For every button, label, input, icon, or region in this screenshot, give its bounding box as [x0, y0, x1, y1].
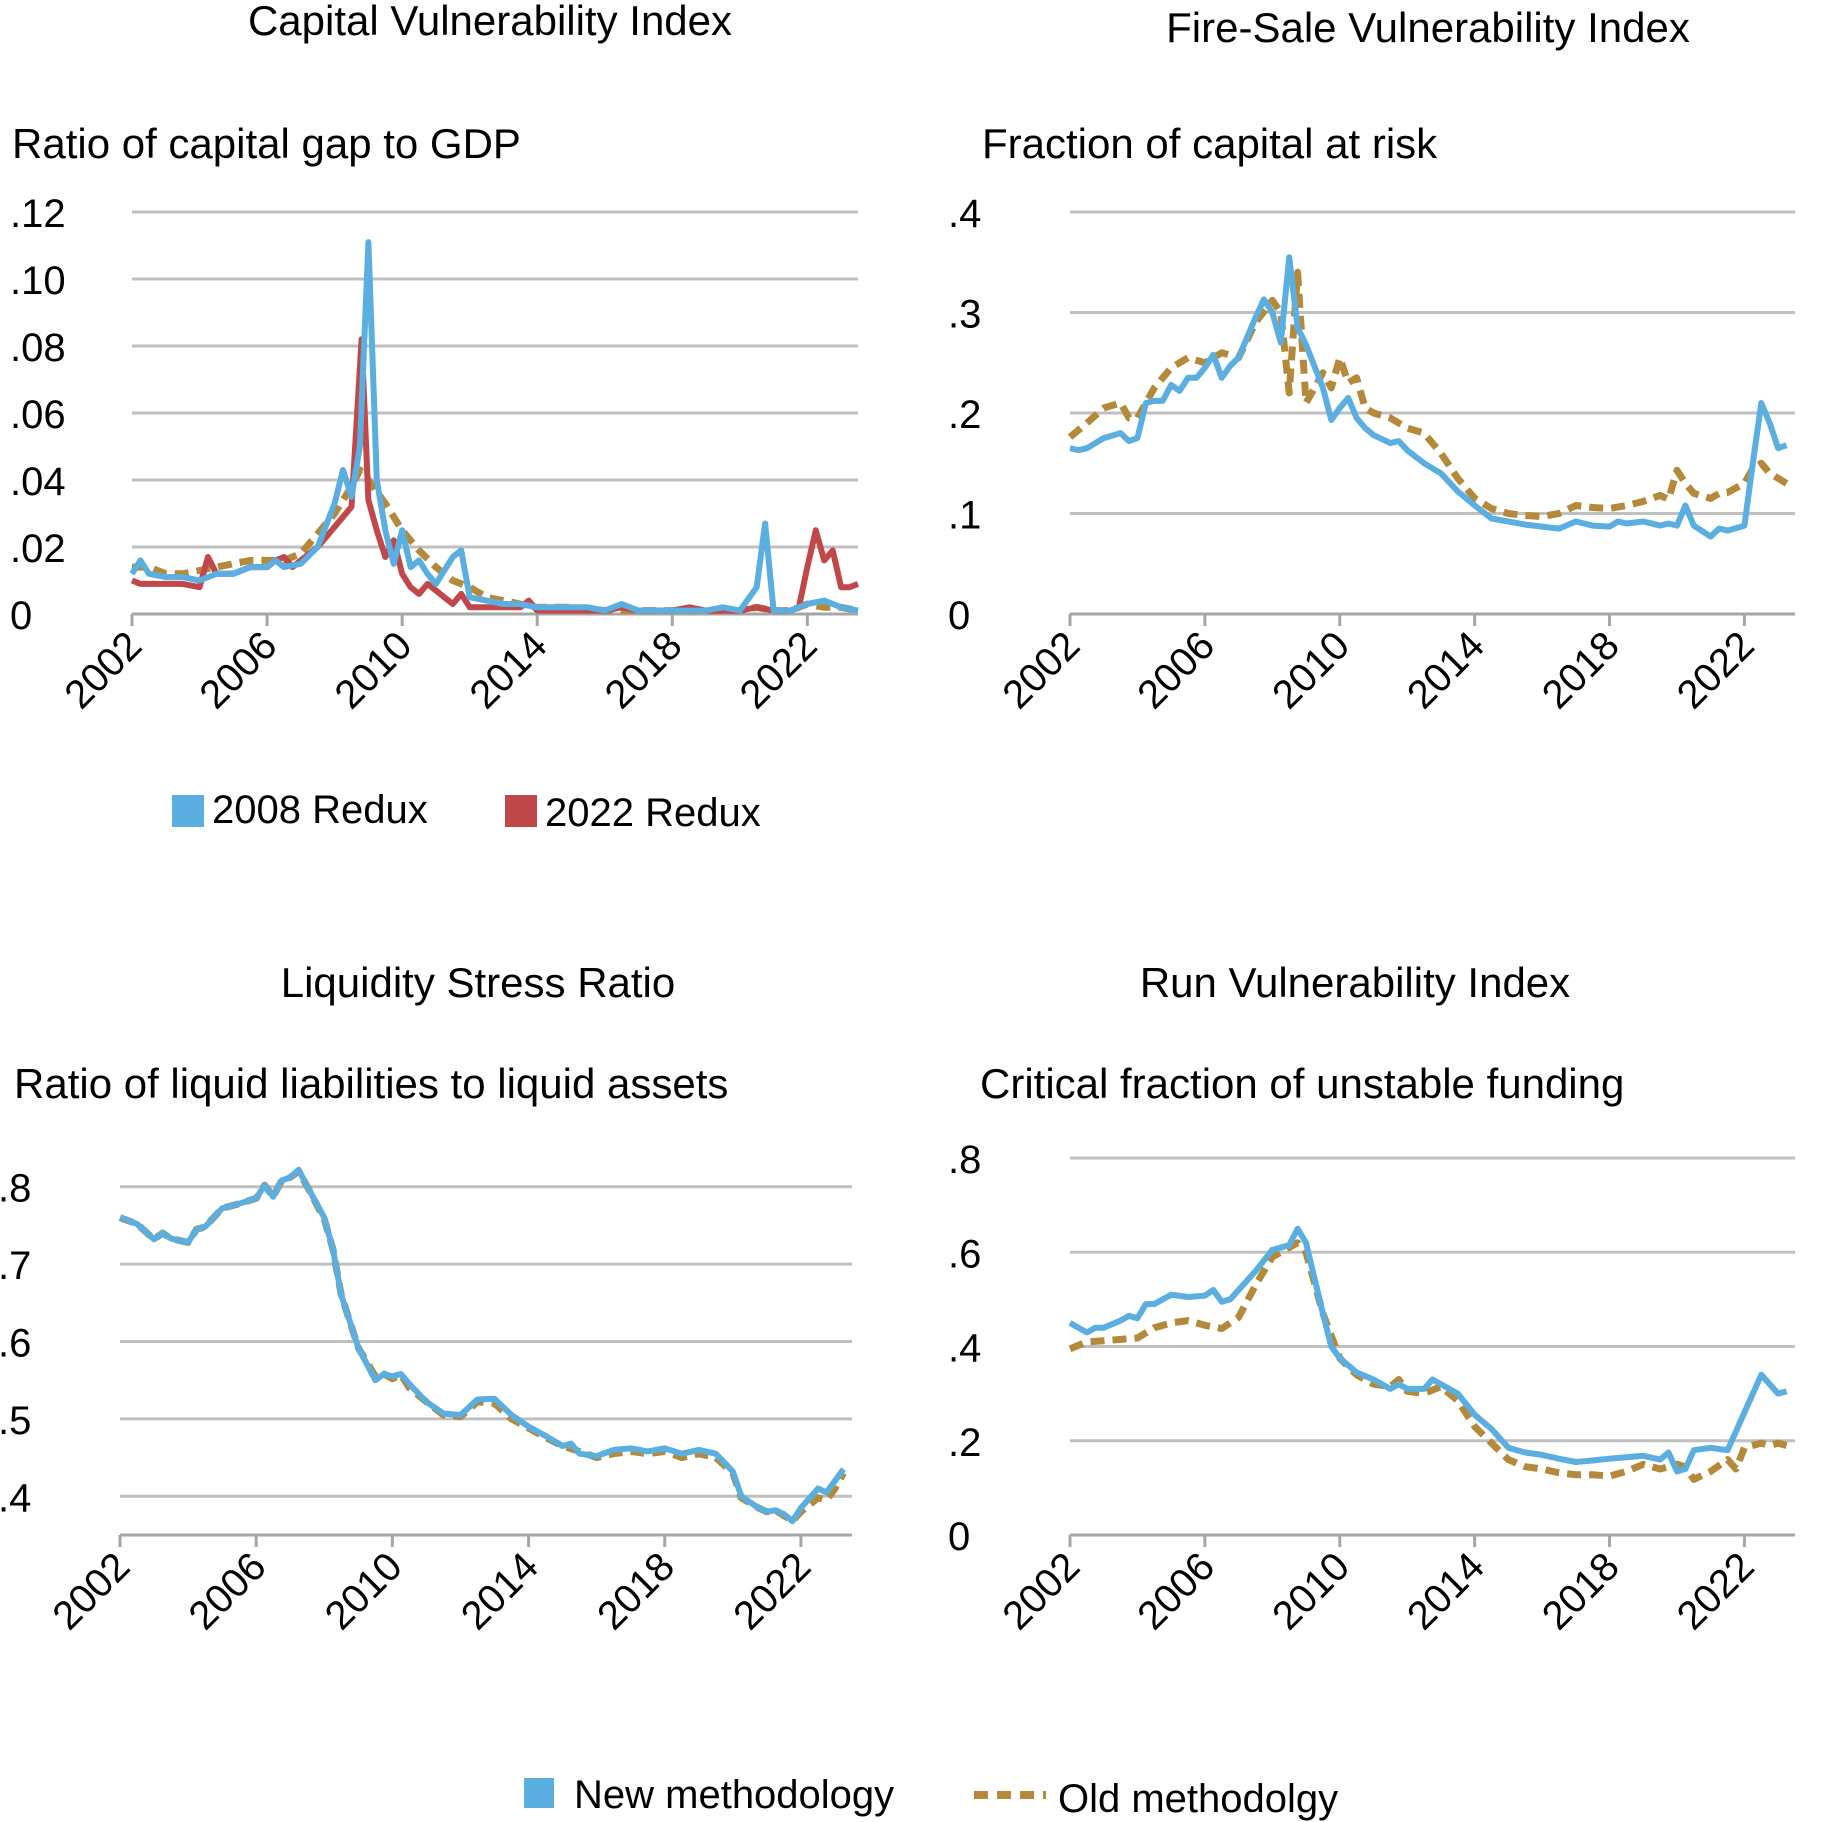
series-line-old-methodology — [132, 466, 859, 615]
legend-methodology: New methodology Old methodolgy — [524, 1773, 1338, 1821]
x-tick-label: 2010 — [317, 1544, 411, 1638]
x-tick-label: 2022 — [1669, 1544, 1763, 1638]
y-tick-label: .02 — [10, 527, 66, 571]
legend-label-2022-redux: 2022 Redux — [545, 791, 761, 835]
x-tick-label: 2002 — [44, 1544, 138, 1638]
y-tick-label: .4 — [0, 1476, 31, 1520]
legend-label-new-methodology: New methodology — [574, 1773, 894, 1817]
x-tick-label: 2022 — [732, 623, 826, 717]
x-tick-label: 2018 — [597, 623, 691, 717]
x-tick-label: 2010 — [326, 623, 420, 717]
legend-swatch-new-methodology — [524, 1778, 554, 1808]
series-line-new-methodology — [118, 1166, 846, 1525]
series-line-2008-redux — [129, 239, 859, 614]
chart-panel-capital-vulnerability: Capital Vulnerability Index Ratio of cap… — [10, 0, 860, 717]
y-axis-label: Ratio of capital gap to GDP — [12, 120, 521, 167]
x-tick-label: 2006 — [191, 623, 285, 717]
x-tick-label: 2014 — [453, 1544, 547, 1638]
y-tick-label: .7 — [0, 1244, 31, 1288]
series-line-new-methodology — [1069, 254, 1788, 540]
x-tick-label: 2014 — [1399, 623, 1493, 717]
x-tick-label: 2014 — [1399, 1544, 1493, 1638]
chart-panel-run-vulnerability: Run Vulnerability Index Critical fractio… — [948, 959, 1795, 1638]
series-line-old-methodology — [1067, 268, 1789, 520]
y-tick-label: 0 — [10, 594, 32, 638]
y-tick-label: .10 — [10, 259, 66, 303]
x-tick-label: 2014 — [462, 623, 556, 717]
chart-panel-liquidity-stress: Liquidity Stress Ratio Ratio of liquid l… — [0, 959, 852, 1638]
chart-title: Capital Vulnerability Index — [248, 0, 732, 44]
x-tick-label: 2022 — [725, 1544, 819, 1638]
y-tick-label: .06 — [10, 393, 66, 437]
y-tick-label: .4 — [948, 1327, 981, 1371]
y-tick-label: .8 — [948, 1138, 981, 1182]
x-tick-label: 2006 — [1129, 623, 1223, 717]
y-tick-label: .2 — [948, 1421, 981, 1465]
x-tick-label: 2002 — [56, 623, 150, 717]
y-tick-label: .2 — [948, 393, 981, 437]
chart-panel-fire-sale-vulnerability: Fire-Sale Vulnerability Index Fraction o… — [948, 4, 1795, 717]
x-tick-label: 2018 — [1534, 1544, 1628, 1638]
legend-capital-panel: 2008 Redux 2022 Redux — [172, 788, 761, 835]
y-axis-label: Critical fraction of unstable funding — [980, 1060, 1624, 1107]
x-tick-label: 2002 — [994, 623, 1088, 717]
series-line-old-methodology — [1068, 1239, 1788, 1483]
y-tick-label: .12 — [10, 192, 66, 236]
x-tick-label: 2006 — [1129, 1544, 1223, 1638]
chart-title: Liquidity Stress Ratio — [281, 959, 676, 1006]
legend-label-2008-redux: 2008 Redux — [212, 788, 428, 832]
chart-title: Run Vulnerability Index — [1140, 959, 1570, 1006]
y-tick-label: 0 — [948, 594, 970, 638]
y-tick-label: .6 — [0, 1322, 31, 1366]
x-tick-label: 2006 — [181, 1544, 275, 1638]
y-tick-label: .04 — [10, 460, 66, 504]
x-tick-label: 2018 — [1534, 623, 1628, 717]
x-tick-label: 2002 — [994, 1544, 1088, 1638]
legend-swatch-2022-redux — [505, 795, 537, 827]
y-axis-label: Fraction of capital at risk — [982, 120, 1438, 167]
y-tick-label: .5 — [0, 1399, 31, 1443]
legend-label-old-methodology: Old methodolgy — [1058, 1777, 1338, 1821]
y-tick-label: .08 — [10, 326, 66, 370]
y-tick-label: 0 — [948, 1515, 970, 1559]
x-tick-label: 2010 — [1264, 1544, 1358, 1638]
y-tick-label: .8 — [0, 1167, 31, 1211]
x-tick-label: 2010 — [1264, 623, 1358, 717]
x-tick-label: 2022 — [1669, 623, 1763, 717]
y-tick-label: .3 — [948, 293, 981, 337]
y-axis-label: Ratio of liquid liabilities to liquid as… — [14, 1060, 728, 1107]
series-line-new-methodology — [1068, 1225, 1788, 1475]
y-tick-label: .6 — [948, 1232, 981, 1276]
y-tick-label: .1 — [948, 494, 981, 538]
series-line-old-methodology — [118, 1167, 847, 1525]
chart-title: Fire-Sale Vulnerability Index — [1166, 4, 1690, 51]
y-tick-label: .4 — [948, 192, 981, 236]
x-tick-label: 2018 — [589, 1544, 683, 1638]
legend-swatch-2008-redux — [172, 795, 204, 827]
